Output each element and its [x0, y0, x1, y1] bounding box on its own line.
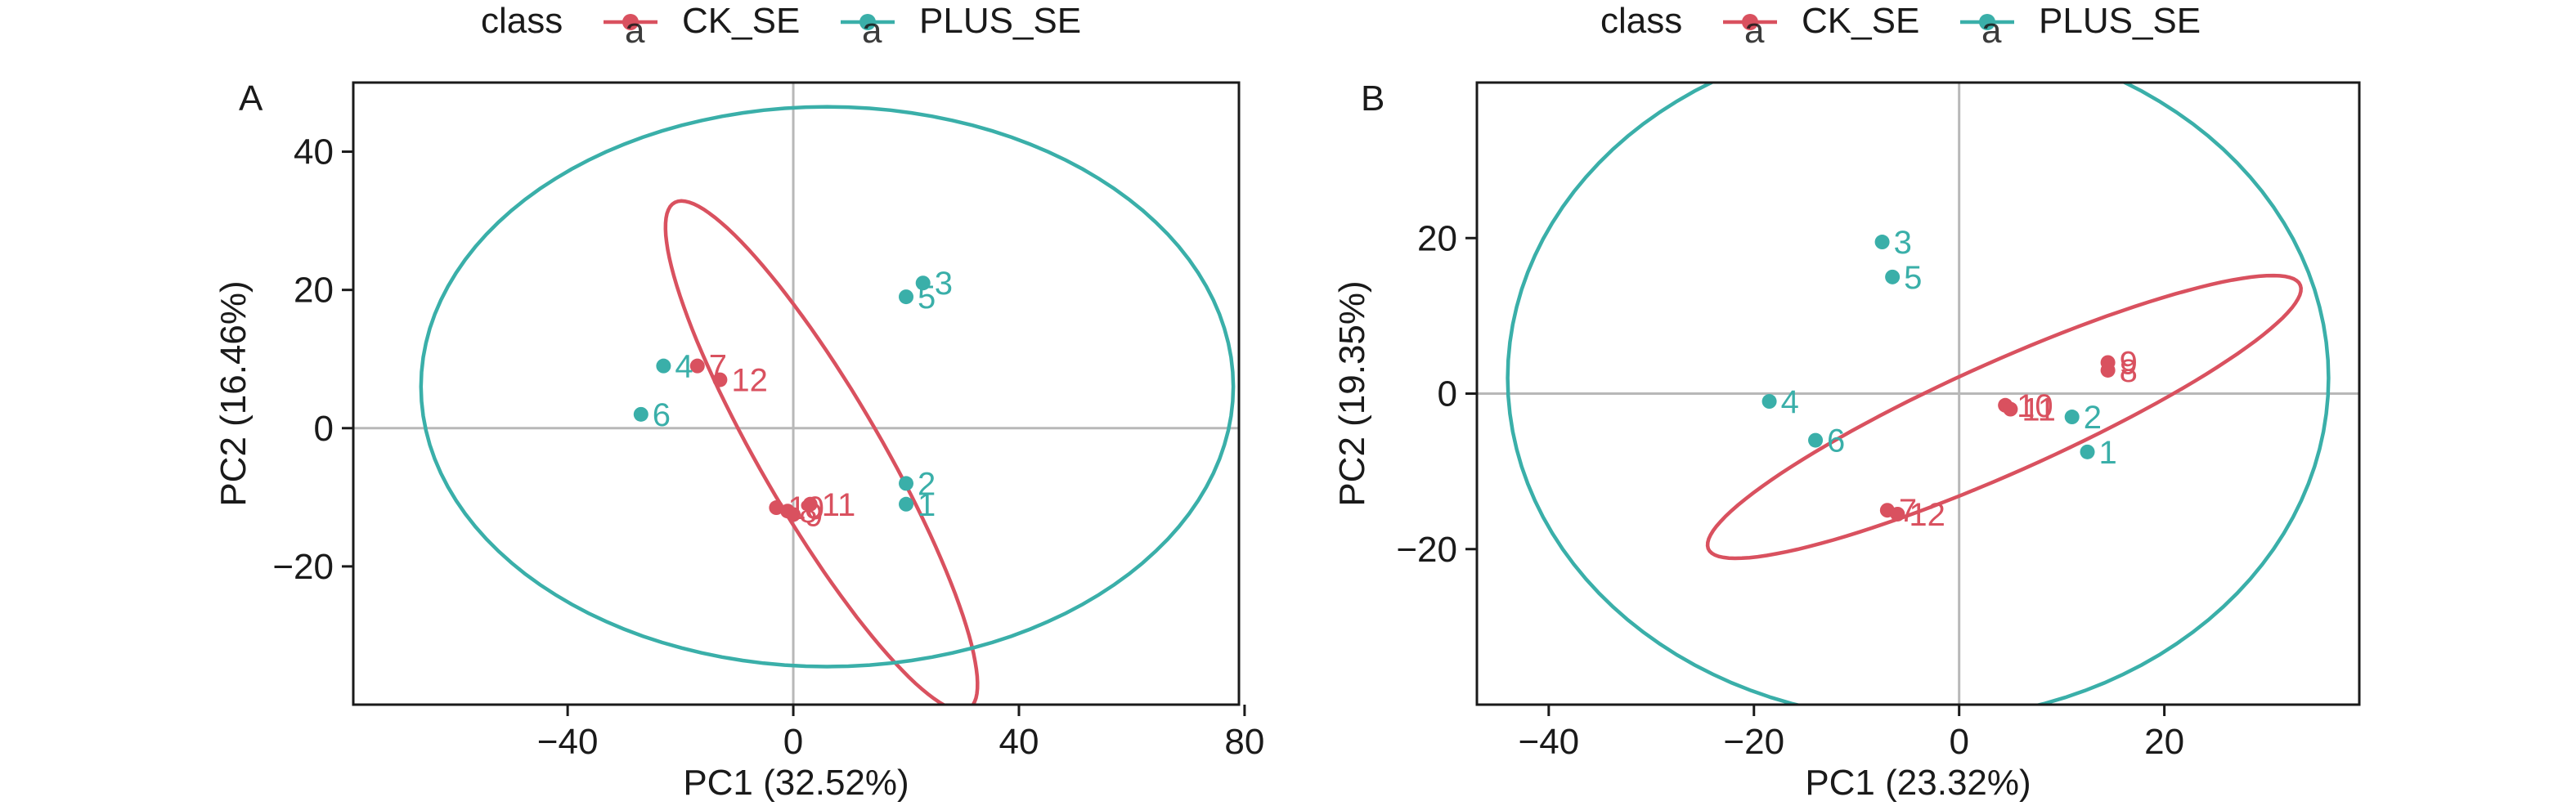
x-tick-label: 0	[1949, 722, 1968, 762]
legend-title: class	[1600, 1, 1682, 41]
data-point-label: 4	[1781, 384, 1799, 420]
data-point-label: 6	[1827, 423, 1845, 459]
x-tick-label: −40	[537, 722, 599, 762]
data-point	[2003, 401, 2018, 417]
data-point	[915, 275, 931, 291]
data-point	[689, 358, 705, 374]
legend-key-glyph: a	[862, 11, 882, 51]
legend-key-point	[859, 14, 876, 30]
data-point	[899, 496, 914, 512]
y-tick-label: 20	[1417, 218, 1457, 258]
plot-frame	[352, 81, 1241, 706]
data-point-label: 6	[653, 397, 671, 433]
legend-key-point	[1979, 14, 1995, 30]
x-axis-title: PC1 (32.52%)	[683, 763, 909, 803]
data-point	[1874, 235, 1890, 250]
y-tick-label: −20	[272, 547, 334, 587]
legend-entry-label: PLUS_SE	[2039, 1, 2201, 41]
y-axis-title: PC2 (19.35%)	[1332, 280, 1372, 506]
x-tick-label: 20	[2144, 722, 2184, 762]
data-point-label: 7	[1899, 493, 1917, 529]
data-point	[1808, 432, 1824, 448]
data-point	[802, 496, 818, 512]
ellipse-ck-se	[663, 199, 980, 705]
data-point-label: 11	[822, 487, 856, 523]
x-tick-label: 80	[1224, 722, 1264, 762]
legend-entry-label: CK_SE	[1802, 1, 1919, 41]
ellipse-plus-se	[1506, 83, 2331, 705]
data-point-label: 3	[1894, 225, 1912, 261]
y-tick-label: 0	[314, 409, 334, 449]
data-point-label: 3	[935, 266, 953, 302]
y-tick-label: −20	[1396, 530, 1457, 570]
x-tick-label: −40	[1519, 722, 1580, 762]
data-point	[1761, 394, 1777, 410]
x-axis-title: PC1 (23.32%)	[1805, 763, 2031, 803]
data-point-label: 8	[2120, 353, 2138, 389]
data-point-label: 1	[918, 487, 936, 523]
ellipse-plus-se	[419, 105, 1236, 669]
x-tick-label: 40	[999, 722, 1039, 762]
data-point-label: 11	[2022, 392, 2056, 428]
data-point	[899, 289, 914, 305]
y-tick-label: 20	[294, 271, 334, 311]
data-point-label: 10	[2017, 388, 2053, 424]
panel-letter: B	[1361, 78, 1384, 119]
legend-key-point	[622, 14, 639, 30]
legend-entry-label: PLUS_SE	[919, 1, 1081, 41]
data-point-label: 9	[2120, 345, 2138, 381]
legend-key-point	[1742, 14, 1758, 30]
legend-key-glyph: a	[625, 11, 645, 51]
data-point-label: 12	[731, 363, 768, 399]
legend-key-glyph: a	[1744, 11, 1765, 51]
data-point	[1885, 269, 1901, 284]
data-point-label: 1	[2099, 435, 2117, 471]
data-point	[786, 507, 801, 522]
data-point	[633, 406, 648, 422]
data-point-label: 2	[2084, 400, 2102, 436]
data-point-label: 2	[918, 466, 936, 502]
ellipse-ck-se	[1705, 273, 2303, 561]
x-tick-label: 0	[783, 722, 803, 762]
data-point	[656, 358, 671, 374]
legend-title: class	[481, 1, 563, 41]
legend: class a CK_SE a PLUS_SE	[1600, 1, 2201, 51]
legend: class a CK_SE a PLUS_SE	[481, 1, 1081, 51]
y-tick-label: 0	[1438, 374, 1457, 414]
data-point	[712, 372, 728, 387]
data-point	[769, 500, 784, 516]
data-point	[2100, 362, 2116, 378]
panel-letter: A	[239, 78, 263, 119]
legend-key-glyph: a	[1981, 11, 2002, 51]
data-point-label: 4	[675, 349, 693, 385]
data-point	[2064, 410, 2080, 425]
y-axis-title: PC2 (16.46%)	[213, 280, 254, 506]
data-point-label: 5	[918, 280, 936, 316]
data-point	[1890, 506, 1905, 522]
data-point	[899, 476, 914, 491]
data-point-label: 12	[1909, 497, 1945, 533]
data-point-label: 5	[1904, 260, 1922, 296]
legend-entry-label: CK_SE	[682, 1, 800, 41]
y-tick-label: 40	[294, 132, 334, 172]
x-tick-label: −20	[1723, 722, 1784, 762]
data-point	[2080, 444, 2095, 459]
